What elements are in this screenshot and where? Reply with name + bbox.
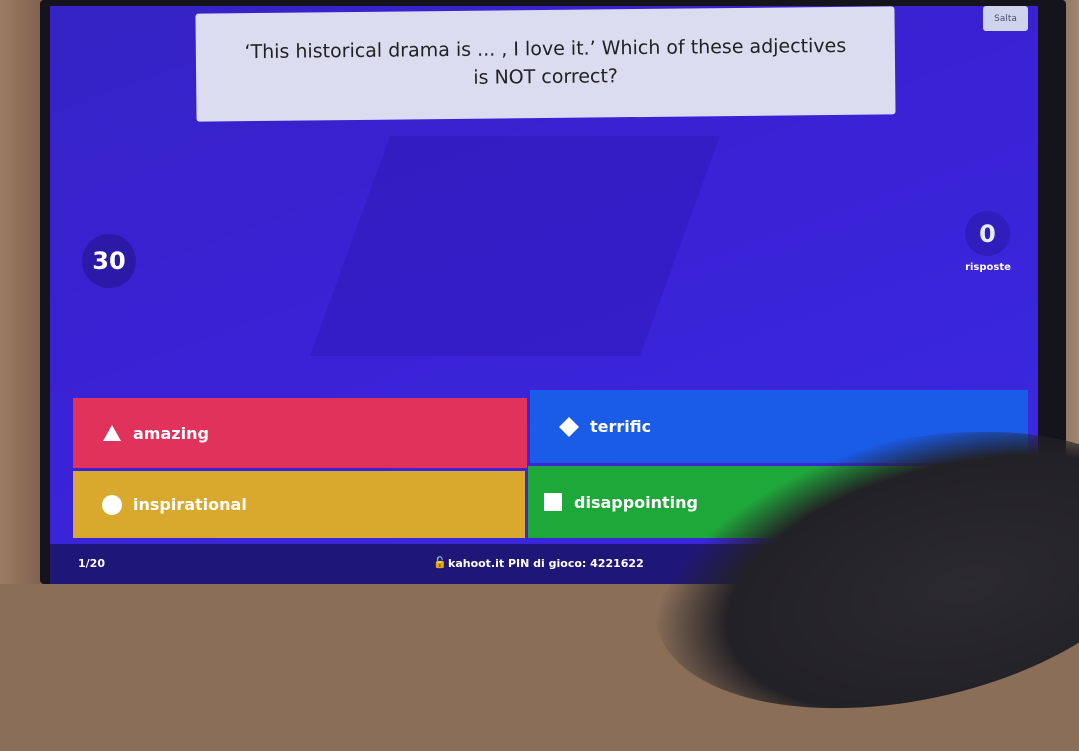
background-shape <box>309 136 721 356</box>
timer: 30 <box>82 234 136 288</box>
lock-icon: 🔓 <box>433 556 447 569</box>
skip-button[interactable]: Salta <box>983 6 1028 31</box>
question-progress: 1/20 <box>78 557 105 570</box>
triangle-icon <box>101 422 123 444</box>
game-pin: kahoot.it PIN di gioco: 4221622 <box>448 557 644 570</box>
answers-count: 0 <box>965 211 1010 256</box>
diamond-icon <box>558 416 580 438</box>
answer-amazing[interactable]: amazing <box>73 398 527 468</box>
answers-count-label: risposte <box>965 262 1011 273</box>
answer-label: disappointing <box>574 492 699 512</box>
square-icon <box>542 491 564 513</box>
answer-inspirational[interactable]: inspirational <box>73 471 525 538</box>
answer-label: amazing <box>133 423 209 443</box>
answer-label: inspirational <box>133 495 247 514</box>
answer-label: terrific <box>590 417 652 436</box>
circle-icon <box>101 494 123 516</box>
question-text: ‘This historical drama is ... , I love i… <box>195 6 896 122</box>
